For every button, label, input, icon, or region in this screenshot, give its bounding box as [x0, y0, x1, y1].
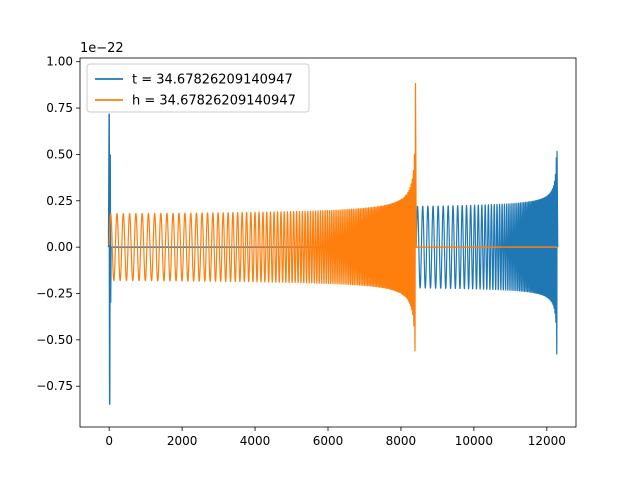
- x-tick-label: 0: [105, 434, 113, 448]
- series-layer: [107, 83, 559, 405]
- legend-label: h = 34.67826209140947: [132, 94, 296, 109]
- x-tick-label: 12000: [528, 434, 566, 448]
- y-tick-label: −0.50: [36, 333, 73, 347]
- y-offset-label: 1e−22: [80, 41, 124, 56]
- series-chirp: [415, 150, 559, 355]
- y-tick-label: −0.75: [36, 379, 73, 393]
- y-tick-label: −0.25: [36, 286, 73, 300]
- x-tick-label: 8000: [386, 434, 417, 448]
- legend-label: t = 34.67826209140947: [132, 73, 293, 88]
- x-tick-label: 6000: [313, 434, 344, 448]
- x-axis: 0 2000 4000 6000 8000 10000 12000: [105, 427, 566, 448]
- y-tick-label: 0.00: [46, 240, 73, 254]
- y-tick-label: 1.00: [46, 55, 73, 69]
- series-chirp: [108, 83, 417, 352]
- legend-box: [86, 63, 310, 113]
- y-tick-label: 0.75: [46, 101, 73, 115]
- series-start-spike: [107, 113, 112, 405]
- y-tick-label: 0.50: [46, 147, 73, 161]
- legend: t = 34.67826209140947 h = 34.678262091409…: [86, 63, 310, 113]
- y-axis: −0.75 −0.50 −0.25 0.00 0.25 0.50 0.75 1.00: [36, 55, 80, 393]
- series-h: [108, 83, 558, 352]
- y-tick-label: 0.25: [46, 194, 73, 208]
- x-tick-label: 4000: [240, 434, 271, 448]
- x-tick-label: 10000: [455, 434, 493, 448]
- x-tick-label: 2000: [167, 434, 198, 448]
